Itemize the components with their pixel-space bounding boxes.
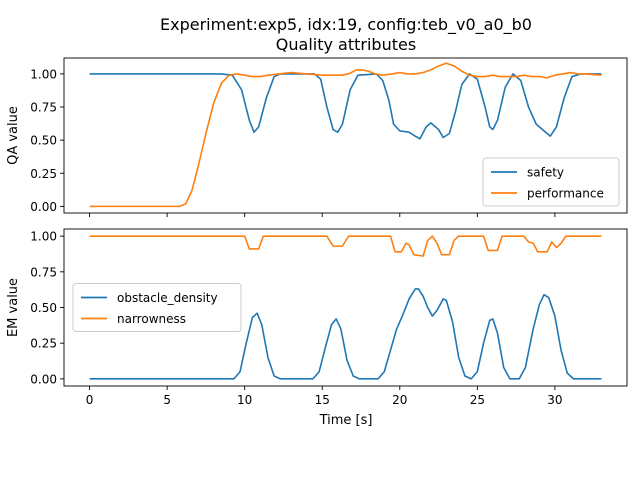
y-axis-label: EM value [6, 278, 21, 337]
legend-label-performance: performance [527, 187, 604, 201]
axes-frame [63, 57, 628, 214]
x-axis-label: Time [s] [319, 413, 373, 428]
legend: obstacle_density narrowness [72, 283, 242, 332]
y-tick-label: 0.75 [30, 101, 57, 115]
legend-label-narrowness: narrowness [117, 312, 186, 326]
legend-label-safety: safety [527, 166, 564, 180]
series-line-safety [89, 73, 602, 140]
y-tick-label: 0.00 [30, 200, 57, 214]
series-line-obstacle-density [89, 288, 602, 380]
figure-title-line1: Experiment:exp5, idx:19, config:teb_v0_a… [160, 15, 532, 35]
y-tick-label: 0.50 [30, 301, 57, 315]
figure-title-line2: Quality attributes [276, 35, 416, 54]
x-tick-label: 15 [315, 393, 330, 407]
y-tick-label: 1.00 [30, 230, 57, 244]
x-tick-label: 5 [163, 393, 171, 407]
x-tick-label: 10 [237, 393, 252, 407]
y-tick-label: 0.75 [30, 265, 57, 279]
series-line-narrowness [89, 235, 602, 257]
legend-box [482, 157, 620, 207]
em-chart-panel: 0 5 10 15 20 25 30 0.00 0.25 0.50 0.75 1.00 EM value… [6, 228, 628, 407]
x-tick-label: 0 [86, 393, 94, 407]
y-tick-label: 0.50 [30, 134, 57, 148]
legend: safety performance [482, 157, 620, 207]
y-tick-label: 0.00 [30, 372, 57, 386]
y-tick-label: 1.00 [30, 67, 57, 81]
y-tick-label: 0.25 [30, 337, 57, 351]
x-tick-label: 25 [470, 393, 485, 407]
y-tick-label: 0.25 [30, 167, 57, 181]
legend-label-obstacle-density: obstacle_density [117, 291, 218, 305]
y-axis-label: QA value [6, 106, 21, 165]
legend-box [72, 283, 242, 332]
x-tick-label: 30 [547, 393, 562, 407]
qa-chart-panel: 0.00 0.25 0.50 0.75 1.00 QA value safety perfor… [6, 57, 628, 217]
series-line-performance [89, 62, 602, 208]
x-tick-label: 20 [392, 393, 407, 407]
